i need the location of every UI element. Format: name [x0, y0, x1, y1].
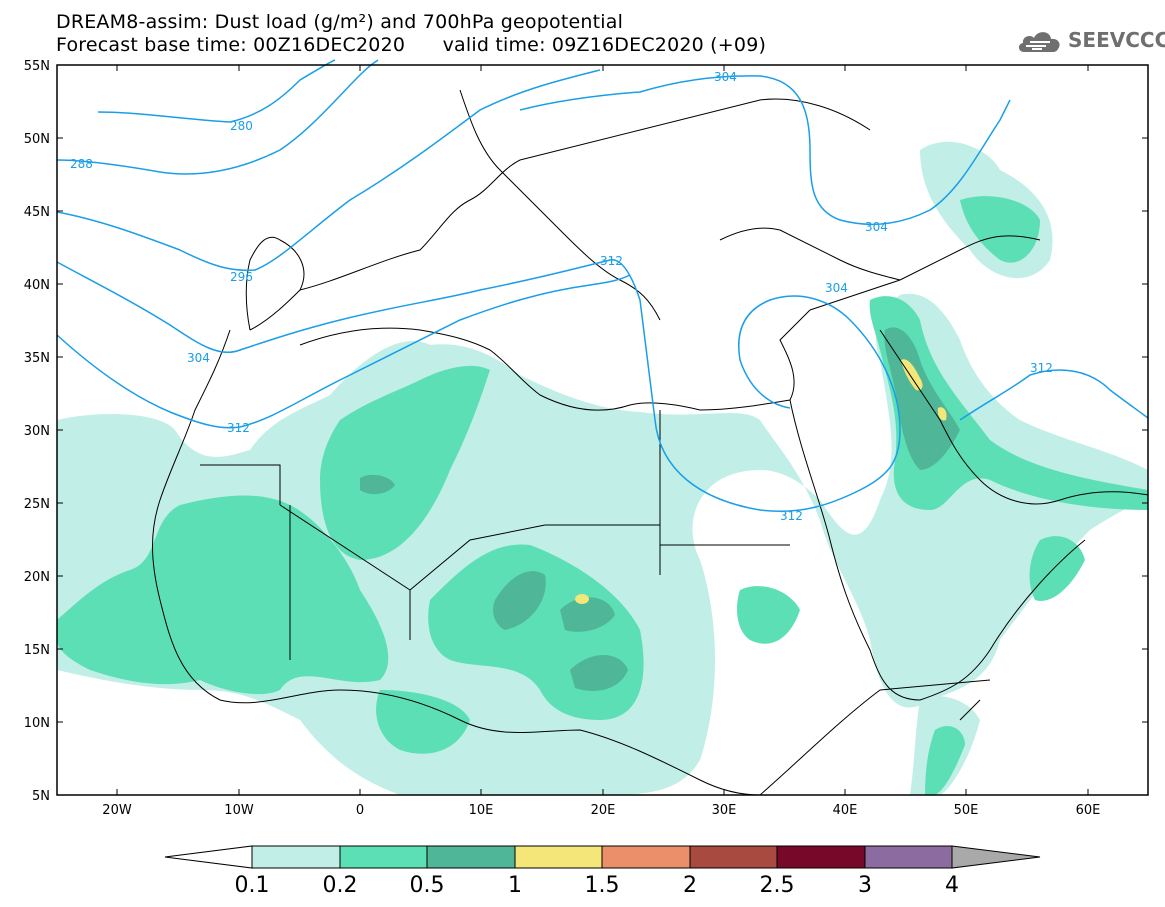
- lat-label-25n: 25N: [24, 497, 50, 512]
- colorbar-bin-5: [689, 845, 778, 869]
- lat-label-55n: 55N: [24, 59, 50, 74]
- longitude-axis: 20W 10W 0 10E 20E 30E 40E 50E 60E: [102, 65, 1100, 818]
- lon-label-20w: 20W: [102, 803, 132, 818]
- contour-label-312-balkans: 312: [600, 254, 623, 268]
- contour-labels: 280 288 296 304 312 312 304 304 304 312 …: [70, 70, 1053, 523]
- colorbar-label: 3: [858, 873, 872, 898]
- map-title: DREAM8-assim: Dust load (g/m²) and 700hP…: [56, 11, 624, 33]
- contour-label-296: 296: [230, 270, 253, 284]
- colorbar: [164, 845, 1041, 869]
- lon-label-10e: 10E: [469, 803, 494, 818]
- lon-label-10w: 10W: [224, 803, 254, 818]
- logo-text: SEEVCCC: [1068, 28, 1165, 52]
- colorbar-bin-1: [339, 845, 428, 869]
- forecast-time-line: Forecast base time: 00Z16DEC2020 valid t…: [56, 34, 767, 56]
- dust-shading-peak: [575, 359, 947, 604]
- contour-label-304-north: 304: [714, 70, 737, 84]
- lat-label-35n: 35N: [24, 351, 50, 366]
- colorbar-labels: 0.1 0.2 0.5 1 1.5 2 2.5 3 4: [235, 873, 960, 898]
- contour-label-288: 288: [70, 157, 93, 171]
- colorbar-bin-0: [251, 845, 341, 869]
- contour-label-304-west: 304: [187, 351, 210, 365]
- lon-label-60e: 60E: [1076, 803, 1101, 818]
- lat-label-10n: 10N: [24, 716, 50, 731]
- lat-label-45n: 45N: [24, 205, 50, 220]
- colorbar-label: 0.5: [410, 873, 445, 898]
- contour-label-312-egypt: 312: [780, 509, 803, 523]
- colorbar-bin-6: [776, 845, 866, 869]
- contour-label-280: 280: [230, 119, 253, 133]
- contour-label-312-west: 312: [227, 421, 250, 435]
- colorbar-label: 1: [508, 873, 522, 898]
- lon-label-40e: 40E: [833, 803, 858, 818]
- colorbar-bin-7: [864, 845, 953, 869]
- seevccc-logo: SEEVCCC: [1016, 26, 1165, 54]
- coastlines: [152, 89, 1149, 796]
- colorbar-bin-4: [601, 845, 691, 869]
- cloud-icon: [1018, 32, 1060, 52]
- colorbar-over-arrow: [951, 845, 1041, 869]
- colorbar-label: 2.5: [760, 873, 795, 898]
- lat-label-30n: 30N: [24, 424, 50, 439]
- lat-label-15n: 15N: [24, 643, 50, 658]
- latitude-axis: 55N 50N 45N 40N 35N 30N 25N 20N 15N 10N …: [24, 59, 1148, 804]
- lat-label-5n: 5N: [32, 789, 50, 804]
- dust-shading-medium: [57, 196, 1148, 795]
- lon-label-20e: 20E: [591, 803, 616, 818]
- colorbar-label: 0.1: [235, 873, 270, 898]
- colorbar-under-arrow: [164, 845, 253, 869]
- colorbar-label: 1.5: [585, 873, 620, 898]
- contour-label-312-iran: 312: [1030, 361, 1053, 375]
- lon-label-0: 0: [356, 803, 364, 818]
- lon-label-30e: 30E: [712, 803, 737, 818]
- geopotential-contours: [56, 59, 1149, 513]
- colorbar-bin-2: [426, 845, 516, 869]
- colorbar-label: 4: [945, 873, 959, 898]
- lon-label-50e: 50E: [954, 803, 979, 818]
- lat-label-50n: 50N: [24, 132, 50, 147]
- colorbar-label: 2: [683, 873, 697, 898]
- colorbar-label: 0.2: [323, 873, 358, 898]
- contour-label-304-east: 304: [865, 220, 888, 234]
- lat-label-40n: 40N: [24, 278, 50, 293]
- contour-label-304-levant: 304: [825, 281, 848, 295]
- colorbar-bin-3: [514, 845, 603, 869]
- lat-label-20n: 20N: [24, 570, 50, 585]
